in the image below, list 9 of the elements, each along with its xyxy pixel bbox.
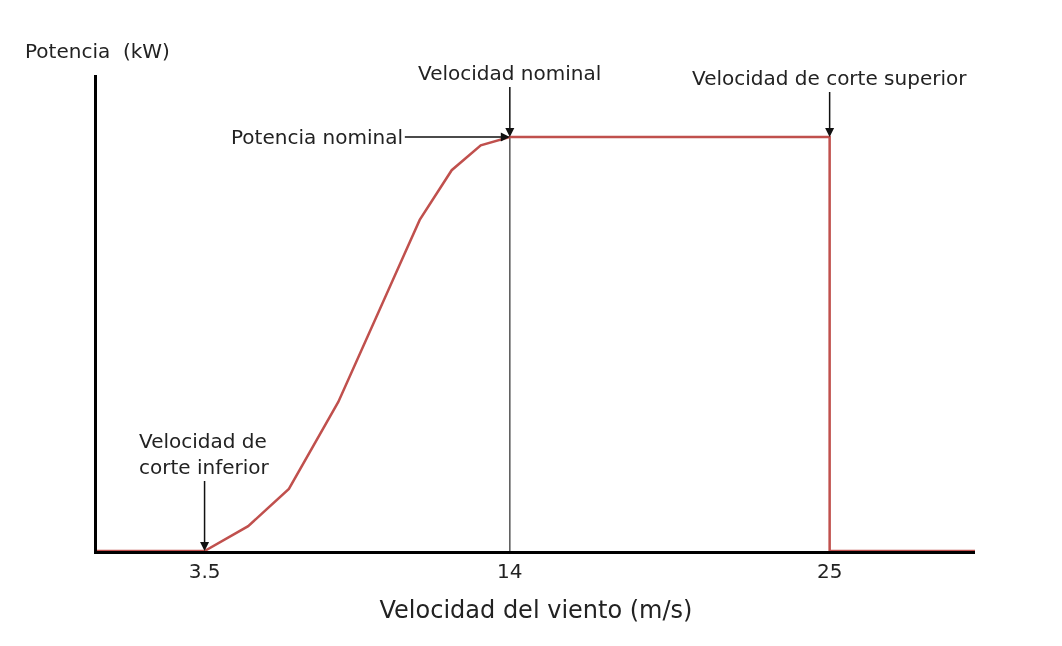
x-axis-title: Velocidad del viento (m/s) [379,596,693,625]
annotation: Velocidad de corte inferior [139,429,270,479]
annotation: Velocidad nominal [418,61,602,85]
x-tick-label: 25 [816,559,843,583]
annotation: Potencia nominal [231,125,404,149]
y-axis-title: Potencia (kW) [25,39,170,63]
x-tick-label: 14 [497,559,523,583]
x-tick-label: 3.5 [188,559,221,583]
annotation: Velocidad de corte superior [692,66,968,90]
